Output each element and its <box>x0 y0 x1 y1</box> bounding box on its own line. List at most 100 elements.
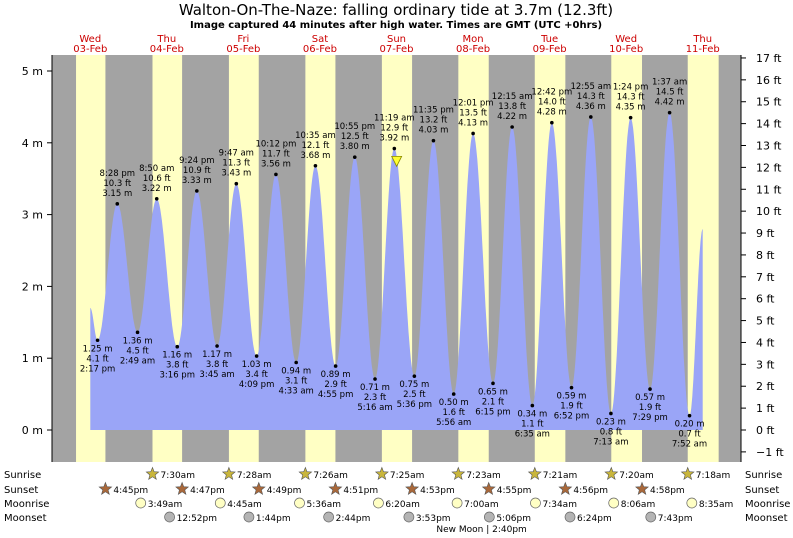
high-tide-time: 9:24 pm <box>179 156 214 166</box>
right-tick-label: 8 ft <box>756 249 775 262</box>
moonset-moon-icon <box>164 511 175 523</box>
day-label-weekday: Mon <box>463 34 484 45</box>
high-tide-time: 12:01 pm <box>453 98 494 108</box>
moonrise-time: 8:06am <box>621 500 656 510</box>
extreme-point <box>254 354 259 358</box>
low-tide-time: 6:15 pm <box>475 407 510 417</box>
low-tide-time: 2:49 am <box>120 356 155 366</box>
low-tide-time: 6:35 am <box>515 430 550 440</box>
moonset-moon-icon <box>323 511 335 523</box>
high-tide-feet: 12.9 ft <box>380 124 408 134</box>
moonrise-time: 8:35am <box>699 500 734 510</box>
moonrise-moon-icon <box>135 497 147 509</box>
low-tide-time: 5:16 am <box>357 403 392 413</box>
day-label-date: 11-Feb <box>686 44 720 55</box>
high-tide-metres: 4.03 m <box>418 126 448 136</box>
high-tide-feet: 14.3 ft <box>577 92 605 102</box>
moonset-moon-icon <box>645 511 657 523</box>
moonrise-moon-icon <box>214 497 226 509</box>
sunset-star-icon <box>481 481 496 495</box>
right-tick-label: 0 ft <box>756 424 775 437</box>
moonset-time: 2:44pm <box>336 514 371 524</box>
high-tide-time: 10:35 am <box>295 131 336 141</box>
extreme-point <box>274 172 278 177</box>
extreme-point <box>373 377 377 381</box>
row-label-right: Moonset <box>745 513 788 524</box>
extreme-point <box>510 125 514 129</box>
high-tide-metres: 4.28 m <box>537 108 567 118</box>
extreme-point <box>412 374 417 378</box>
low-tide-feet: 1.9 ft <box>560 402 583 412</box>
high-tide-time: 8:50 am <box>139 164 174 174</box>
high-tide-metres: 3.43 m <box>221 169 251 179</box>
new-moon-label: New Moon | 2:40pm <box>436 525 526 535</box>
extreme-point <box>195 189 199 193</box>
right-tick-label: 4 ft <box>756 336 775 349</box>
day-label-date: 05-Feb <box>226 44 260 55</box>
right-tick-label: 7 ft <box>756 271 775 284</box>
low-tide-time: 5:36 pm <box>397 400 432 410</box>
high-tide-metres: 3.56 m <box>261 159 291 169</box>
day-label-date: 08-Feb <box>456 44 490 55</box>
extreme-point <box>154 197 159 201</box>
low-tide-time: 4:55 pm <box>318 390 353 400</box>
high-tide-feet: 10.9 ft <box>183 166 211 176</box>
high-tide-feet: 10.6 ft <box>143 174 171 184</box>
sunrise-time: 7:21am <box>543 471 578 481</box>
moonrise-moon-icon <box>608 497 620 509</box>
sunset-time: 4:49pm <box>267 486 302 496</box>
moonrise-time: 6:20am <box>385 500 420 510</box>
low-tide-feet: 3.8 ft <box>166 361 189 371</box>
low-tide-metres: 1.17 m <box>202 350 232 360</box>
low-tide-feet: 1.9 ft <box>639 403 662 413</box>
chart-title: Walton-On-The-Naze: falling ordinary tid… <box>179 1 613 19</box>
day-label-weekday: Wed <box>79 34 101 45</box>
high-tide-time: 9:47 am <box>219 149 254 159</box>
day-label-date: 07-Feb <box>379 44 413 55</box>
day-label-date: 03-Feb <box>73 44 107 55</box>
tide-area <box>90 112 703 430</box>
low-tide-feet: 1.6 ft <box>443 408 466 418</box>
moonrise-time: 5:36am <box>307 500 342 510</box>
right-tick-label: 3 ft <box>756 358 775 371</box>
left-tick-label: 3 m <box>22 209 43 222</box>
high-tide-feet: 11.3 ft <box>222 159 250 169</box>
high-tide-metres: 4.36 m <box>576 102 606 112</box>
sunset-star-icon <box>98 481 113 495</box>
sunrise-time: 7:23am <box>466 471 501 481</box>
day-label-weekday: Sat <box>312 34 328 45</box>
row-label-right: Moonrise <box>745 499 790 510</box>
high-tide-metres: 3.33 m <box>182 176 212 186</box>
high-tide-feet: 12.5 ft <box>341 132 369 142</box>
low-tide-metres: 0.65 m <box>478 387 508 397</box>
extreme-point <box>175 344 180 349</box>
high-tide-feet: 13.5 ft <box>459 108 487 118</box>
sunset-time: 4:58pm <box>650 486 685 496</box>
chart-subtitle: Image captured 44 minutes after high wat… <box>190 20 602 31</box>
extreme-point <box>451 392 456 396</box>
high-tide-metres: 4.35 m <box>616 103 646 113</box>
day-label-date: 04-Feb <box>150 44 184 55</box>
low-tide-time: 5:56 am <box>436 418 471 428</box>
row-label-right: Sunset <box>745 485 779 496</box>
moonset-time: 7:43pm <box>658 514 693 524</box>
row-label-left: Sunset <box>4 485 38 496</box>
sunset-time: 4:53pm <box>420 486 455 496</box>
high-tide-metres: 4.22 m <box>497 112 527 122</box>
extreme-point <box>234 181 239 186</box>
low-tide-metres: 1.36 m <box>123 336 153 346</box>
high-tide-time: 11:19 am <box>374 114 415 124</box>
day-label-weekday: Thu <box>692 34 712 45</box>
moonset-moon-icon <box>243 511 255 523</box>
low-tide-time: 3:16 pm <box>160 371 195 381</box>
high-tide-metres: 4.13 m <box>458 118 488 128</box>
low-tide-feet: 3.8 ft <box>206 360 229 370</box>
low-tide-feet: 0.7 ft <box>678 430 701 440</box>
day-label-weekday: Tue <box>540 34 558 45</box>
moonset-time: 6:24pm <box>577 514 612 524</box>
moonrise-moon-icon <box>530 497 541 509</box>
right-tick-label: 13 ft <box>756 139 782 152</box>
low-tide-time: 6:52 pm <box>554 412 589 422</box>
sunrise-star-icon <box>451 466 466 480</box>
